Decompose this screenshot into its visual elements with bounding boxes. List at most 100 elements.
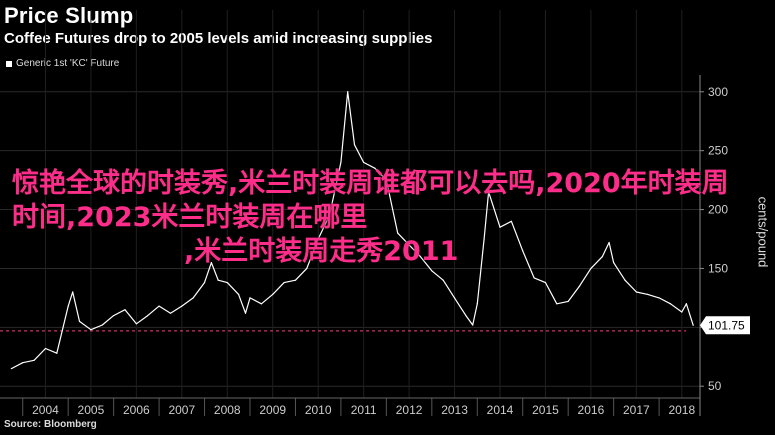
- data-point: [578, 285, 581, 287]
- data-point: [340, 161, 342, 164]
- data-point: [692, 324, 694, 326]
- data-point: [601, 256, 603, 258]
- y-axis-label: cents/pound: [755, 196, 771, 268]
- data-point: [544, 281, 547, 284]
- x-tick-label: 2008: [214, 403, 241, 417]
- legend: Generic 1st 'KC' Future: [6, 58, 119, 69]
- data-point: [56, 352, 58, 354]
- data-point: [238, 293, 240, 295]
- x-tick-label: 2007: [168, 403, 195, 417]
- data-point: [294, 279, 297, 281]
- data-point: [33, 359, 35, 361]
- x-tick-label: 2010: [305, 403, 332, 417]
- data-point: [260, 303, 262, 305]
- watermark-overlay-text: 惊艳全球的时装秀,米兰时装周谁都可以去吗,2020年时装周时间,2023米兰时装…: [12, 167, 732, 269]
- x-tick-label: 2012: [396, 403, 423, 417]
- source-note: Source: Bloomberg: [4, 419, 97, 430]
- data-point: [510, 220, 512, 222]
- x-tick-label: 2014: [487, 403, 514, 417]
- data-point: [658, 297, 660, 299]
- data-point: [465, 314, 467, 317]
- data-point: [169, 312, 172, 314]
- data-point: [317, 238, 319, 240]
- x-tick-label: 2009: [259, 403, 286, 417]
- data-point: [78, 320, 81, 323]
- x-tick-label: 2011: [351, 403, 377, 417]
- data-point: [397, 232, 399, 234]
- data-point: [124, 309, 126, 311]
- data-point: [556, 303, 558, 305]
- overlay-line-2: ,米兰时装周走秀2011: [184, 236, 459, 267]
- data-point: [226, 281, 228, 284]
- data-point: [147, 314, 149, 317]
- last-value-label: 101.75: [708, 318, 745, 332]
- data-point: [353, 144, 356, 146]
- data-point: [685, 303, 687, 305]
- data-point: [431, 270, 433, 272]
- data-point: [22, 362, 24, 364]
- x-tick-label: 2005: [78, 403, 105, 417]
- data-point: [408, 244, 410, 246]
- y-tick-label: 200: [708, 203, 728, 217]
- data-point: [624, 279, 626, 281]
- data-point: [203, 281, 206, 284]
- overlay-line-1: 惊艳全球的时装秀,米兰时装周谁都可以去吗,2020年时装周时间,2023米兰时装…: [12, 168, 729, 233]
- data-point: [192, 297, 194, 299]
- data-point: [681, 311, 683, 313]
- data-point: [419, 256, 422, 258]
- chart-subtitle: Coffee Futures drop to 2005 levels amid …: [4, 30, 433, 47]
- data-point: [135, 323, 137, 325]
- data-point: [10, 367, 12, 370]
- x-tick-label: 2006: [123, 403, 150, 417]
- y-tick-label: 250: [708, 144, 728, 158]
- data-point: [101, 324, 103, 326]
- data-point: [44, 347, 47, 350]
- y-tick-label: 300: [708, 85, 728, 99]
- data-point: [483, 238, 485, 240]
- data-point: [453, 297, 456, 299]
- data-point: [272, 293, 274, 295]
- data-point: [217, 279, 219, 281]
- data-point: [567, 300, 569, 303]
- legend-swatch: [6, 60, 12, 67]
- x-tick-label: 2018: [668, 403, 695, 417]
- data-point: [613, 261, 615, 264]
- data-point: [488, 191, 490, 193]
- data-point: [499, 226, 501, 228]
- y-tick-label: 50: [708, 379, 722, 393]
- data-point: [90, 329, 92, 331]
- data-point: [442, 279, 444, 281]
- last-value-badge: [700, 316, 750, 335]
- x-tick-label: 2016: [578, 403, 605, 417]
- data-point: [72, 291, 74, 293]
- data-point: [635, 291, 637, 293]
- data-point: [374, 167, 376, 169]
- x-tick-label: 2015: [532, 403, 559, 417]
- data-point: [522, 250, 524, 252]
- chart-title: Price Slump: [4, 3, 134, 28]
- data-point: [306, 267, 308, 270]
- x-tick-label: 2004: [32, 403, 59, 417]
- data-point: [283, 281, 285, 284]
- data-point: [67, 305, 69, 307]
- data-point: [608, 241, 610, 244]
- data-point: [210, 261, 212, 264]
- data-point: [158, 305, 160, 307]
- data-point: [590, 267, 592, 270]
- x-tick-label: 2013: [441, 403, 468, 417]
- data-point: [533, 277, 535, 279]
- data-point: [181, 305, 183, 307]
- data-point: [244, 312, 247, 314]
- data-point: [472, 324, 474, 326]
- data-point: [363, 161, 365, 164]
- data-point: [328, 214, 331, 217]
- data-point: [249, 297, 251, 299]
- y-tick-label: 150: [708, 261, 728, 275]
- data-point: [113, 314, 115, 317]
- data-point: [669, 303, 672, 305]
- data-point: [347, 91, 349, 93]
- data-point: [476, 303, 478, 305]
- data-point: [647, 293, 649, 295]
